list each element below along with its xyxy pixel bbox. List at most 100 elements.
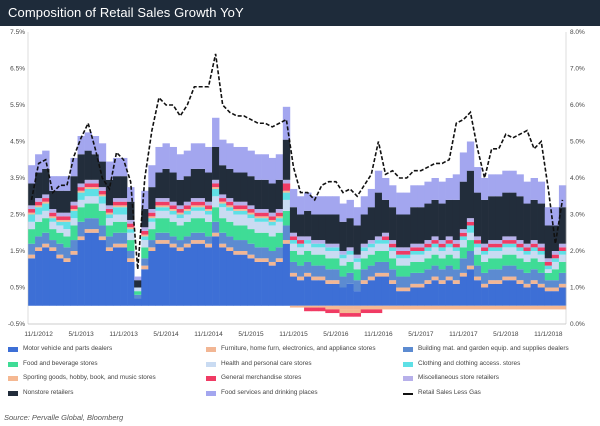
bar-segment	[304, 305, 312, 308]
bar-segment	[410, 283, 418, 288]
bar-segment	[473, 240, 482, 244]
bar-segment	[452, 305, 461, 310]
bar-segment	[134, 287, 142, 292]
bar-segment	[254, 218, 262, 222]
bar-segment	[530, 199, 538, 241]
bar-segment	[84, 218, 93, 230]
bar-segment	[396, 192, 404, 215]
bar-segment	[318, 240, 326, 244]
bar-segment	[558, 247, 567, 251]
bar-segment	[268, 225, 277, 237]
bar-segment	[275, 258, 284, 262]
bar-segment	[516, 258, 524, 270]
bar-segment	[381, 261, 390, 273]
bar-segment	[169, 236, 177, 244]
bar-segment	[112, 221, 121, 233]
bar-segment	[544, 287, 553, 292]
bar-segment	[268, 221, 277, 226]
bar-segment	[481, 199, 489, 244]
bar-segment	[353, 258, 362, 262]
legend-label: Health and personal care stores	[221, 359, 312, 367]
bar-segment	[381, 305, 390, 310]
bar-segment	[169, 205, 177, 210]
bar-segment	[141, 258, 149, 266]
bar-segment	[389, 305, 397, 310]
bar-segment	[190, 143, 199, 169]
bar-segment	[558, 243, 567, 248]
bar-segment	[466, 305, 475, 310]
bar-segment	[127, 219, 135, 224]
bar-segment	[551, 287, 560, 292]
bar-segment	[289, 261, 298, 273]
bar-segment	[509, 265, 517, 277]
bar-segment	[56, 258, 64, 306]
bar-segment	[70, 225, 78, 241]
bar-segment	[530, 243, 538, 248]
bar-segment	[112, 207, 121, 215]
bar-segment	[42, 201, 50, 204]
bar-segment	[219, 247, 227, 306]
bar-segment	[445, 265, 454, 277]
bar-segment	[459, 229, 468, 233]
bar-segment	[212, 117, 220, 147]
bar-segment	[537, 243, 546, 248]
bar-segment	[63, 261, 71, 306]
bar-segment	[353, 280, 362, 292]
bar-segment	[325, 305, 333, 310]
bar-segment	[473, 280, 482, 306]
bar-segment	[176, 251, 185, 306]
bar-segment	[537, 181, 546, 204]
y-right-tick-label: 0.0%	[570, 321, 585, 328]
bar-segment	[120, 157, 128, 177]
bar-segment	[233, 210, 241, 215]
bar-segment	[339, 276, 347, 288]
bar-segment	[247, 212, 255, 215]
bar-segment	[112, 247, 121, 306]
bar-segment	[424, 247, 432, 251]
bar-segment	[127, 201, 135, 220]
axes: -0.5% 0.5% 1.5% 2.5% 3.5% 4.5% 5.5% 6.5% 7.5% 0.0…	[8, 29, 585, 338]
bar-segment	[282, 240, 291, 244]
bar-segment	[28, 214, 36, 222]
bar-segment	[488, 243, 496, 248]
bar-segment	[410, 251, 418, 255]
bar-segment	[70, 254, 78, 306]
bar-segment	[148, 165, 156, 188]
bar-segment	[530, 305, 538, 310]
bar-segment	[169, 221, 177, 237]
bar-segment	[98, 225, 107, 237]
bar-segment	[481, 287, 489, 306]
bar-segment	[56, 232, 64, 244]
bar-segment	[558, 251, 567, 255]
bar-segment	[268, 265, 277, 306]
bar-segment	[247, 258, 255, 306]
bar-segment	[148, 251, 156, 306]
bar-segment	[105, 218, 114, 226]
bar-segment	[162, 198, 170, 202]
bar-segment	[459, 276, 468, 306]
bar-segment	[141, 247, 149, 259]
y-left-tick-label: 6.5%	[10, 66, 25, 73]
bar-segment	[353, 207, 362, 226]
bar-segment	[141, 240, 149, 248]
bar-segment	[417, 283, 425, 288]
bar-segment	[49, 251, 57, 306]
bar-segment	[516, 243, 524, 248]
bar-segment	[219, 218, 227, 233]
bar-segment	[134, 291, 142, 295]
bar-segment	[197, 210, 206, 219]
legend-swatch	[206, 361, 216, 367]
bar-segment	[233, 146, 241, 173]
bar-segment	[332, 247, 340, 251]
bar-segment	[452, 283, 461, 306]
bar-segment	[346, 251, 354, 255]
bar-segment	[389, 280, 397, 284]
bar-segment	[530, 283, 538, 306]
bar-segment	[282, 183, 291, 191]
bar-segment	[438, 251, 446, 259]
y-right-tick-label: 7.0%	[570, 66, 585, 73]
bar-segment	[332, 309, 340, 314]
bar-segment	[431, 199, 439, 237]
bar-segment	[466, 221, 475, 226]
bar-segment	[84, 150, 93, 180]
